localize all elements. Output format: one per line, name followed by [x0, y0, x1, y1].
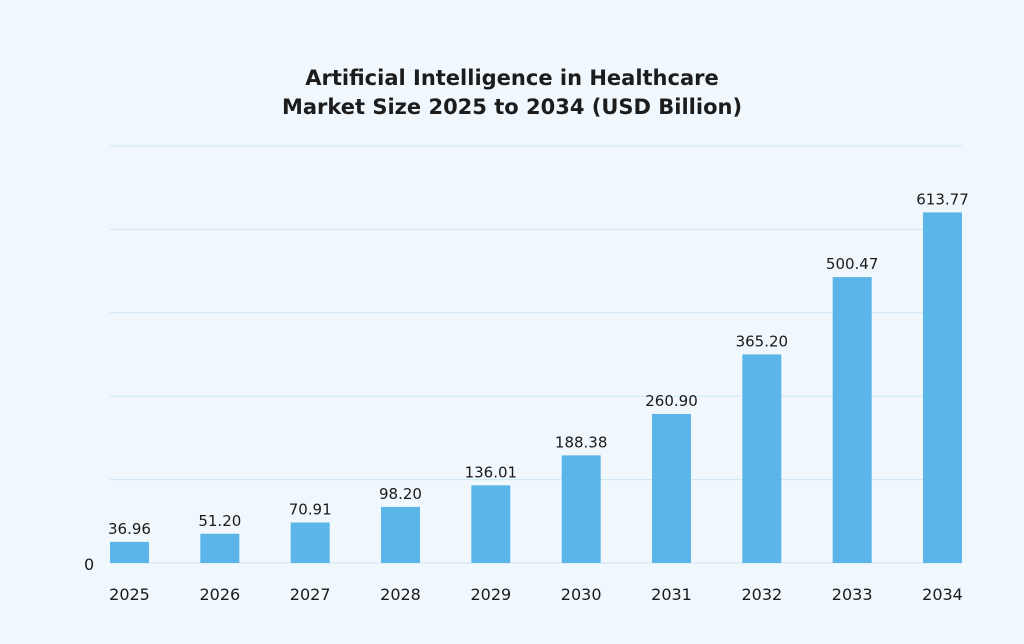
value-label: 613.77	[916, 190, 969, 208]
chart-title-line-2: Market Size 2025 to 2034 (USD Billion)	[281, 95, 743, 119]
bar-2031	[652, 413, 691, 563]
x-tick-label: 2033	[832, 585, 873, 604]
x-tick-label: 2030	[561, 585, 602, 604]
x-tick-label: 2027	[290, 585, 331, 604]
x-axis-ticks: 2025 2026 2027 2028 2029 2030 2031 2032 2033 2034	[109, 585, 963, 604]
bar-2026	[200, 533, 240, 563]
value-label: 70.91	[289, 500, 332, 518]
y-tick-zero: 0	[84, 555, 94, 574]
x-tick-label: 2034	[922, 585, 963, 604]
chart-title-line-1: Artificial Intelligence in Healthcare	[305, 66, 719, 90]
value-label: 365.20	[736, 332, 789, 350]
value-label: 188.38	[555, 433, 608, 451]
chart-title: Artificial Intelligence in Healthcare Ma…	[0, 64, 1024, 122]
x-tick-label: 2031	[651, 585, 692, 604]
bar-2028	[381, 506, 420, 563]
value-label: 260.90	[645, 392, 698, 410]
value-label: 51.20	[198, 512, 241, 530]
bar-2029	[471, 485, 511, 563]
value-label: 98.20	[379, 485, 422, 503]
x-tick-label: 2026	[199, 585, 240, 604]
value-label: 500.47	[826, 255, 879, 273]
value-label: 136.01	[465, 463, 518, 481]
x-tick-label: 2032	[741, 585, 782, 604]
bar-2034	[923, 212, 962, 563]
bar-2033	[832, 277, 872, 563]
bars	[110, 212, 962, 563]
x-tick-label: 2028	[380, 585, 421, 604]
gridlines	[110, 145, 962, 564]
x-tick-label: 2029	[470, 585, 511, 604]
value-label: 36.96	[108, 520, 151, 538]
bar-2032	[742, 354, 782, 563]
value-labels: 36.96 51.20 70.91 98.20 136.01 188.38 260.90 36…	[108, 190, 969, 537]
bar-2027	[290, 522, 330, 563]
bar-2030	[561, 455, 601, 563]
bar-2025	[110, 541, 149, 563]
x-tick-label: 2025	[109, 585, 150, 604]
